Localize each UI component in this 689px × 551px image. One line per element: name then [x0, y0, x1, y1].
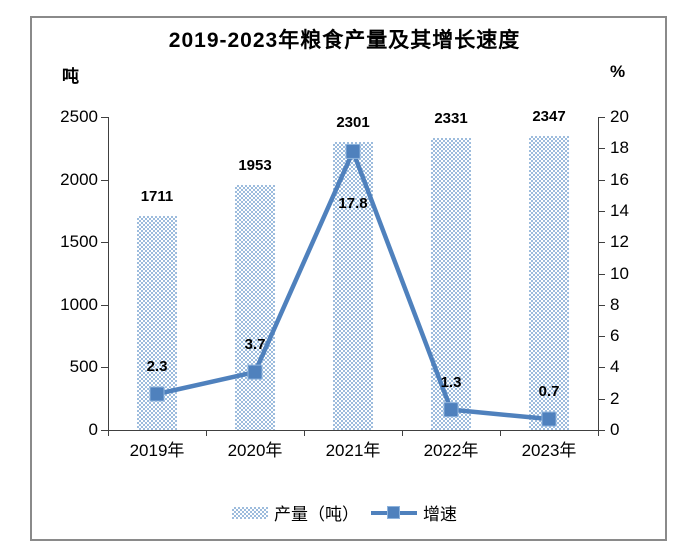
left-axis-tick	[101, 242, 108, 244]
left-axis-tick-label: 2000	[60, 169, 98, 189]
right-axis-tick	[598, 148, 605, 150]
right-axis-tick-label: 4	[610, 357, 620, 377]
production-bar	[431, 138, 471, 430]
legend-label-production: 产量（吨）	[274, 505, 359, 524]
right-axis-tick-label: 10	[610, 263, 629, 283]
left-axis-tick	[101, 430, 108, 431]
right-axis-tick-label: 12	[610, 232, 629, 252]
right-axis-tick-label: 20	[610, 107, 629, 126]
growth-point-marker	[443, 402, 459, 418]
bar-value-label: 2301	[336, 113, 370, 131]
left-axis-tick	[101, 367, 108, 369]
right-axis-tick	[598, 304, 605, 306]
production-bar	[529, 136, 569, 430]
bottom-axis-line	[108, 430, 599, 431]
left-axis-tick-label: 1000	[60, 294, 98, 314]
x-axis-tick	[206, 430, 207, 436]
left-axis-tick-label: 0	[88, 420, 98, 439]
growth-point-marker	[247, 364, 263, 380]
growth-value-label: 2.3	[146, 358, 168, 375]
right-axis-tick	[598, 242, 605, 244]
bar-value-label: 1711	[140, 187, 174, 205]
growth-line-swatch	[371, 505, 417, 520]
x-axis-category-label: 2023年	[521, 441, 577, 460]
left-axis-unit-label: 吨	[62, 67, 79, 86]
growth-point-marker	[541, 411, 557, 427]
bar-value-label: 1953	[238, 157, 272, 175]
x-axis-tick	[304, 430, 305, 436]
production-bar	[333, 141, 373, 430]
right-axis-tick-label: 6	[610, 326, 620, 346]
left-axis-tick-label: 1500	[60, 232, 98, 252]
left-axis-tick	[101, 179, 108, 181]
left-axis-tick-label: 2500	[60, 107, 98, 126]
left-axis-line	[108, 117, 109, 430]
right-axis-tick	[598, 430, 605, 431]
growth-point-marker	[345, 143, 361, 159]
x-axis-tick	[500, 430, 501, 436]
x-axis-category-label: 2022年	[423, 441, 479, 460]
growth-value-label: 1.3	[440, 373, 462, 391]
production-bar	[235, 185, 275, 430]
right-axis-tick-label: 16	[610, 169, 629, 189]
right-axis-tick	[598, 398, 605, 400]
growth-value-label: 3.7	[244, 336, 266, 354]
right-axis-tick	[598, 336, 605, 338]
right-axis-tick	[598, 210, 605, 212]
x-axis-category-label: 2020年	[227, 441, 283, 460]
right-axis-tick-label: 2	[610, 388, 620, 408]
right-axis-tick	[598, 117, 605, 118]
right-axis-tick-label: 8	[610, 294, 620, 314]
right-axis-tick	[598, 179, 605, 181]
legend-item-growth: 增速	[371, 500, 457, 525]
left-axis-tick-label: 500	[69, 357, 98, 377]
growth-line-layer	[149, 143, 557, 427]
left-axis-tick	[101, 304, 108, 306]
right-axis-tick-label: 0	[610, 420, 620, 439]
bar-value-label: 2331	[434, 110, 468, 128]
growth-value-label: 0.7	[538, 383, 560, 401]
chart-title: 2019-2023年粮食产量及其增长速度	[168, 29, 521, 52]
x-axis-category-label: 2021年	[325, 441, 381, 460]
legend-item-production: 产量（吨）	[232, 500, 359, 525]
bar-value-label: 2347	[532, 108, 566, 126]
x-axis-category-label: 2019年	[129, 441, 185, 460]
x-axis-tick	[402, 430, 403, 436]
production-pattern-swatch	[232, 506, 268, 519]
legend: 产量（吨） 增速	[0, 500, 689, 525]
right-axis-tick	[598, 273, 605, 275]
growth-point-marker	[149, 386, 165, 402]
legend-label-growth: 增速	[423, 505, 457, 524]
legend-square-marker-icon	[387, 505, 400, 519]
x-axis-tick	[108, 430, 109, 436]
right-axis-tick-label: 14	[610, 200, 629, 220]
x-axis-tick	[598, 430, 599, 436]
growth-value-label: 17.8	[338, 195, 368, 213]
right-axis-tick-label: 18	[610, 138, 629, 158]
right-axis-unit-label: %	[610, 62, 626, 81]
right-axis-tick	[598, 367, 605, 369]
left-axis-tick	[101, 117, 108, 118]
